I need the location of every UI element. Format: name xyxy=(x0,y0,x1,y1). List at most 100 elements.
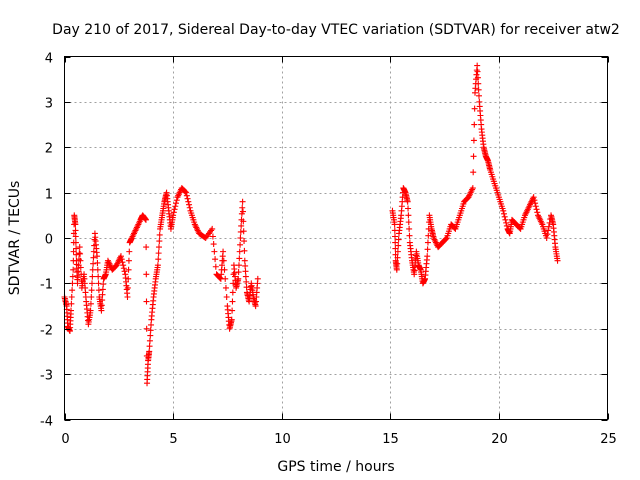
data-point xyxy=(70,266,77,273)
ticks: 0 5 10 15 20 25 -4 -3 -2 -1 0 1 2 3 4 xyxy=(40,52,617,448)
data-point xyxy=(239,204,246,211)
data-point xyxy=(76,250,83,257)
data-point xyxy=(77,250,84,257)
data-point xyxy=(146,343,153,350)
data-point xyxy=(90,260,97,267)
data-point xyxy=(543,235,550,241)
data-point xyxy=(424,246,431,253)
data-point xyxy=(503,219,510,226)
data-points xyxy=(61,62,561,387)
y-tick-label: -4 xyxy=(40,415,53,430)
data-point xyxy=(155,256,162,263)
y-tick-label: 3 xyxy=(45,97,53,112)
y-tick-label: -3 xyxy=(40,369,53,384)
grid xyxy=(64,56,608,420)
data-point xyxy=(90,254,97,261)
data-point xyxy=(117,253,124,260)
data-point xyxy=(393,266,400,273)
data-point xyxy=(405,205,412,212)
data-point xyxy=(186,201,193,208)
data-point xyxy=(501,213,508,220)
data-point xyxy=(530,194,537,201)
data-point xyxy=(99,286,106,293)
data-point xyxy=(392,233,399,240)
data-point xyxy=(474,62,481,69)
data-point xyxy=(154,262,161,269)
data-point xyxy=(120,262,127,269)
data-point xyxy=(87,307,94,314)
data-point xyxy=(69,287,76,294)
data-point xyxy=(554,257,561,264)
data-point xyxy=(73,245,80,252)
data-point xyxy=(95,280,102,287)
data-point xyxy=(240,228,247,235)
data-point xyxy=(238,222,245,229)
data-point xyxy=(240,218,247,225)
data-point xyxy=(68,307,75,314)
y-tick-label: 2 xyxy=(45,142,53,157)
data-point xyxy=(147,327,154,334)
data-point xyxy=(142,216,149,223)
data-point xyxy=(72,221,79,228)
data-point xyxy=(72,227,79,234)
data-point xyxy=(70,248,77,255)
data-point xyxy=(99,291,106,298)
data-point xyxy=(72,239,79,246)
data-point xyxy=(531,197,538,204)
y-tick-label: 1 xyxy=(45,188,53,203)
data-point xyxy=(242,268,249,275)
data-point xyxy=(119,259,126,266)
data-point xyxy=(183,192,190,199)
data-point xyxy=(118,256,125,263)
data-point xyxy=(532,203,539,210)
data-point xyxy=(237,228,244,235)
data-point xyxy=(156,231,163,238)
x-tick-label: 20 xyxy=(491,432,508,447)
data-point xyxy=(221,266,228,273)
data-point xyxy=(254,275,261,282)
data-point xyxy=(98,302,105,309)
data-point xyxy=(172,203,179,210)
data-point xyxy=(68,300,75,307)
data-point xyxy=(239,198,246,205)
data-point xyxy=(443,235,450,242)
data-point xyxy=(470,153,477,160)
data-point xyxy=(172,200,179,207)
data-point xyxy=(124,293,131,300)
data-point xyxy=(503,222,510,229)
data-point xyxy=(545,227,552,234)
data-point xyxy=(237,241,244,248)
data-point xyxy=(395,236,402,243)
data-point xyxy=(89,266,96,273)
data-point xyxy=(475,92,482,99)
x-tick-label: 5 xyxy=(169,432,177,447)
data-point xyxy=(155,250,162,257)
data-point xyxy=(74,274,81,281)
data-point xyxy=(211,248,218,255)
data-point xyxy=(474,68,481,75)
data-point xyxy=(77,257,84,264)
data-point xyxy=(74,280,81,287)
x-tick-label: 25 xyxy=(600,432,617,447)
data-point xyxy=(184,195,191,202)
data-point xyxy=(220,248,227,255)
data-point xyxy=(424,253,431,260)
y-tick-label: 4 xyxy=(45,52,53,67)
data-point xyxy=(228,316,235,323)
data-point xyxy=(100,281,107,288)
data-point xyxy=(394,260,401,267)
data-point xyxy=(147,332,154,339)
data-point xyxy=(156,238,163,245)
data-point xyxy=(392,239,399,246)
data-point xyxy=(236,255,243,262)
data-point xyxy=(155,244,162,251)
data-point xyxy=(243,278,250,285)
data-point xyxy=(99,297,106,304)
data-point xyxy=(94,259,101,266)
x-tick-label: 10 xyxy=(274,432,291,447)
y-tick-label: -1 xyxy=(40,278,53,293)
data-point xyxy=(72,233,79,240)
data-point xyxy=(242,273,249,280)
data-point xyxy=(125,275,132,282)
data-point xyxy=(171,206,178,213)
